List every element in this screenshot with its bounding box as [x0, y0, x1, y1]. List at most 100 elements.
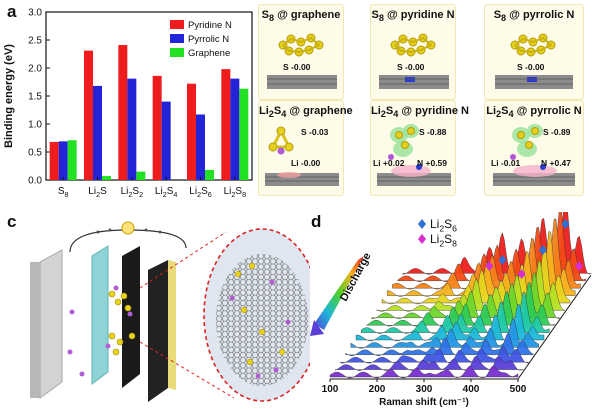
tile-title: S8 @ pyridine N	[371, 9, 455, 24]
y-tick-label: 0.5	[28, 148, 42, 159]
tile-label-li: Li -0.00	[291, 158, 321, 168]
legend-swatch	[170, 34, 184, 43]
depth-axis	[517, 275, 592, 380]
legend-label: Pyridine N	[188, 20, 232, 31]
li2s4-structure	[265, 126, 339, 186]
tile-title: S8 @ pyrrolic N	[493, 9, 575, 24]
s8-ring-structure	[267, 33, 337, 89]
bar-pyrrolic-n	[93, 85, 102, 180]
li2s4-charge-density	[377, 124, 451, 186]
panel-letter-d: d	[311, 212, 322, 231]
li2s8-peak-marker	[485, 261, 494, 271]
bar-graphene	[102, 176, 111, 180]
bar-pyridine-n	[221, 69, 231, 180]
interlayer	[122, 246, 140, 388]
x-tick-label: Li2S8	[224, 186, 246, 199]
li2s6-peak-marker	[498, 255, 507, 265]
tile-label-s: S -0.00	[397, 62, 425, 72]
x-axis-label: Raman shift (cm⁻¹)	[379, 397, 469, 408]
x-tick-label: Li2S2	[121, 186, 143, 199]
y-tick-label: 1.0	[28, 120, 42, 131]
bar-pyridine-n	[49, 141, 59, 180]
tile-title: Li2S4 @ pyrrolic N	[486, 105, 582, 120]
bar-pyrrolic-n	[196, 114, 205, 180]
tile-title: Li2S4 @ pyridine N	[371, 105, 469, 120]
bar-pyrrolic-n	[58, 141, 68, 180]
li2s6-peak-marker	[538, 245, 547, 255]
bar-pyrrolic-n	[230, 78, 240, 180]
bar-pyridine-n	[118, 45, 128, 180]
binding-energy-bar-chart: 0.0 0.5 1.0 1.5 2.0 2.5 3.0 Binding energy (eV)…	[3, 8, 253, 199]
tile-li2s4-pyridine-n: Li2S4 @ pyridine N S -0.88 Li +0.02 N +0…	[370, 100, 469, 196]
x-tick-label: 200	[369, 384, 386, 395]
x-tick-label: Li2S6	[189, 186, 211, 199]
tile-label-n: N +0.59	[417, 158, 448, 168]
raman-trace	[340, 346, 529, 364]
tile-title: S8 @ graphene	[261, 9, 341, 24]
bar-pyridine-n	[152, 75, 162, 180]
raman-waterfall-chart: 100 200 300 400 500 Raman shift (cm⁻¹) Li2S6Li…	[310, 212, 592, 408]
legend-label: Pyrrolic N	[188, 34, 229, 45]
tile-li2s4-graphene: Li2S4 @ graphene S -0.03 Li -0.00	[258, 100, 353, 196]
tile-s8-graphene: S8 @ graphene S -0.00	[258, 4, 344, 100]
x-tick-label: 400	[463, 384, 480, 395]
lithium-anode	[39, 249, 63, 399]
x-tick-label: Li2S4	[155, 186, 177, 199]
zoom-line	[139, 341, 235, 399]
bar-graphene	[136, 171, 146, 180]
discharge-label: Discharge	[338, 251, 374, 304]
li2s8-peak-marker	[575, 261, 584, 271]
tile-label-s: S -0.88	[419, 127, 447, 137]
tile-label-n: N +0.47	[541, 158, 572, 168]
discharge-arrowhead	[310, 320, 324, 336]
panel-letter-a: a	[7, 2, 17, 21]
raman-trace	[335, 355, 524, 371]
sulfur-cathode	[148, 260, 168, 402]
bar-pyridine-n	[187, 83, 196, 180]
tile-label-s: S -0.89	[543, 127, 571, 137]
tile-s8-pyridine-n: S8 @ pyridine N S -0.00	[370, 4, 456, 100]
cathode-edge	[168, 260, 176, 390]
li2s4-charge-density	[493, 124, 575, 186]
tile-label-s: S -0.00	[517, 62, 545, 72]
tile-label-s: S -0.00	[283, 62, 311, 72]
li2s8-peak-marker	[517, 269, 526, 279]
x-tick-label: Li2S	[88, 186, 107, 199]
legend-marker	[418, 234, 426, 244]
separator	[91, 245, 109, 385]
y-tick-label: 0.0	[28, 176, 42, 187]
legend-label: Li2S8	[430, 232, 457, 249]
legend-swatch	[170, 48, 184, 57]
legend-label: Graphene	[188, 48, 230, 59]
bar-graphene	[205, 169, 214, 180]
light-bulb-icon	[121, 221, 135, 235]
legend-marker	[418, 219, 426, 229]
y-axis-label: Binding energy (eV)	[3, 44, 15, 148]
legend-swatch	[170, 20, 184, 29]
s8-ring-structure	[379, 33, 449, 89]
y-tick-label: 2.0	[28, 64, 42, 75]
raman-trace	[365, 281, 555, 327]
zoom-line	[139, 231, 227, 289]
x-tick-label: 500	[510, 384, 527, 395]
legend-label: Li2S6	[430, 217, 457, 234]
bar-pyrrolic-n	[161, 101, 171, 180]
graphene-sheet	[216, 254, 308, 386]
tile-li2s4-pyrrolic-n: Li2S4 @ pyrrolic N S -0.89 Li -0.01 N +0…	[484, 100, 584, 196]
raman-trace	[329, 365, 519, 379]
battery-schematic	[30, 221, 310, 402]
x-tick-label: 100	[322, 384, 339, 395]
anode-side	[30, 262, 40, 398]
tile-label-li: Li +0.02	[373, 158, 405, 168]
y-tick-label: 3.0	[28, 8, 42, 19]
bar-graphene	[239, 88, 249, 180]
discharge-arrow	[314, 256, 364, 330]
y-tick-label: 1.5	[28, 92, 42, 103]
s8-ring-structure	[495, 33, 573, 89]
tile-label-li: Li -0.01	[491, 158, 521, 168]
x-tick-label: 300	[416, 384, 433, 395]
tile-label-s: S -0.03	[301, 127, 329, 137]
x-tick-label: S8	[58, 186, 69, 199]
bar-pyrrolic-n	[127, 78, 137, 180]
tile-title: Li2S4 @ graphene	[259, 105, 353, 120]
